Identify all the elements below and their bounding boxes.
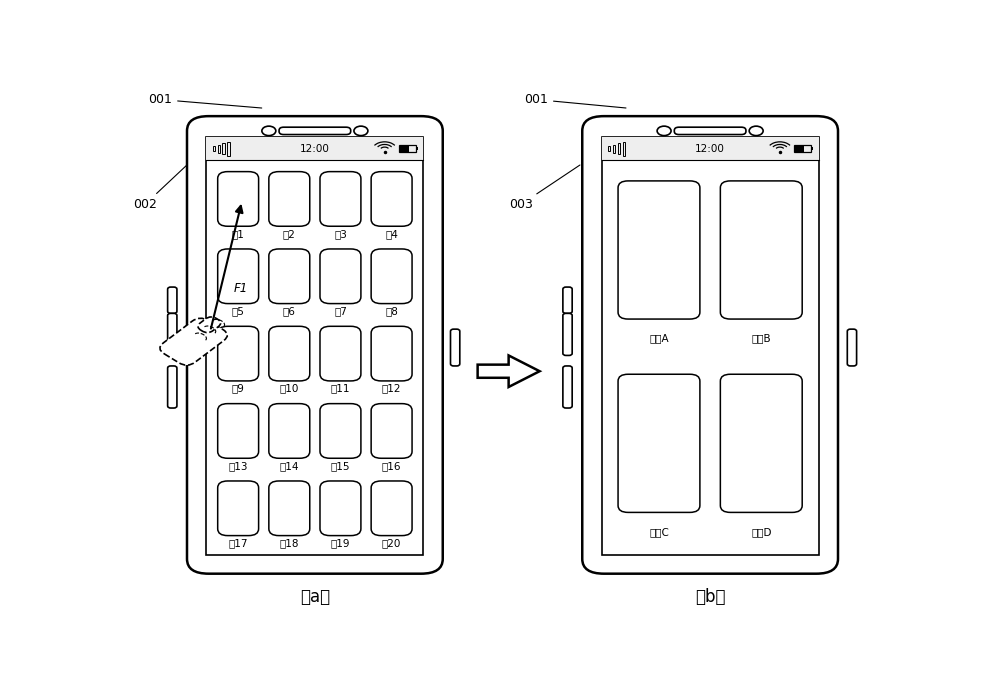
FancyBboxPatch shape — [218, 404, 259, 458]
Text: 应用A: 应用A — [649, 333, 669, 344]
FancyBboxPatch shape — [269, 249, 310, 303]
Text: 应8: 应8 — [385, 306, 398, 316]
Text: 应6: 应6 — [283, 306, 296, 316]
Bar — [222, 143, 225, 154]
Text: 12:00: 12:00 — [695, 143, 725, 154]
FancyBboxPatch shape — [269, 481, 310, 535]
Text: 应7: 应7 — [334, 306, 347, 316]
FancyBboxPatch shape — [320, 404, 361, 458]
Text: F1: F1 — [234, 282, 248, 295]
FancyBboxPatch shape — [674, 127, 746, 135]
Text: 应19: 应19 — [331, 538, 350, 548]
FancyBboxPatch shape — [320, 481, 361, 535]
Text: 应3: 应3 — [334, 229, 347, 239]
Text: 001: 001 — [148, 93, 262, 108]
FancyBboxPatch shape — [371, 249, 412, 303]
FancyBboxPatch shape — [168, 313, 177, 355]
FancyBboxPatch shape — [320, 326, 361, 381]
Polygon shape — [478, 355, 540, 387]
Text: 应9: 应9 — [232, 384, 245, 393]
FancyBboxPatch shape — [720, 374, 802, 512]
FancyBboxPatch shape — [371, 481, 412, 535]
Bar — [218, 145, 220, 153]
Text: 12:00: 12:00 — [300, 143, 330, 154]
Bar — [399, 145, 409, 152]
Text: 002: 002 — [133, 165, 187, 211]
Bar — [416, 147, 418, 150]
FancyBboxPatch shape — [847, 329, 857, 366]
FancyBboxPatch shape — [168, 366, 177, 408]
Bar — [206, 137, 423, 161]
Text: 应13: 应13 — [228, 461, 248, 471]
FancyBboxPatch shape — [371, 171, 412, 226]
FancyBboxPatch shape — [563, 287, 572, 313]
FancyBboxPatch shape — [168, 287, 177, 313]
FancyBboxPatch shape — [371, 326, 412, 381]
FancyBboxPatch shape — [160, 318, 227, 365]
FancyBboxPatch shape — [582, 116, 838, 574]
Text: 应20: 应20 — [382, 538, 401, 548]
Text: 应用D: 应用D — [751, 527, 772, 537]
Text: 应16: 应16 — [382, 461, 401, 471]
FancyBboxPatch shape — [218, 249, 259, 303]
FancyBboxPatch shape — [218, 326, 259, 381]
Bar — [227, 142, 230, 156]
Bar — [613, 145, 615, 153]
FancyBboxPatch shape — [198, 317, 221, 333]
Bar — [623, 142, 625, 156]
FancyBboxPatch shape — [320, 171, 361, 226]
FancyBboxPatch shape — [720, 181, 802, 319]
Text: 应2: 应2 — [283, 229, 296, 239]
Bar — [602, 137, 819, 161]
FancyBboxPatch shape — [187, 116, 443, 574]
Text: 应15: 应15 — [331, 461, 350, 471]
Text: 应1: 应1 — [232, 229, 245, 239]
Bar — [213, 146, 215, 152]
Text: 001: 001 — [524, 93, 626, 108]
FancyBboxPatch shape — [218, 481, 259, 535]
Text: （a）: （a） — [300, 588, 330, 607]
Bar — [206, 137, 423, 555]
FancyBboxPatch shape — [269, 171, 310, 226]
Text: 应10: 应10 — [280, 384, 299, 393]
Bar — [811, 147, 813, 150]
Text: 应14: 应14 — [280, 461, 299, 471]
Bar — [399, 145, 416, 152]
FancyBboxPatch shape — [618, 181, 700, 319]
Text: 003: 003 — [509, 165, 580, 211]
FancyBboxPatch shape — [563, 366, 572, 408]
Bar — [794, 145, 811, 152]
FancyBboxPatch shape — [279, 127, 351, 135]
Text: （b）: （b） — [695, 588, 725, 607]
Bar — [618, 143, 620, 154]
Bar — [608, 146, 610, 152]
Text: 应用C: 应用C — [649, 527, 669, 537]
FancyBboxPatch shape — [371, 404, 412, 458]
Text: 应用B: 应用B — [751, 333, 771, 344]
FancyBboxPatch shape — [450, 329, 460, 366]
FancyBboxPatch shape — [320, 249, 361, 303]
Text: 应5: 应5 — [232, 306, 245, 316]
Text: 应4: 应4 — [385, 229, 398, 239]
FancyBboxPatch shape — [269, 326, 310, 381]
Text: 应17: 应17 — [228, 538, 248, 548]
FancyBboxPatch shape — [218, 171, 259, 226]
FancyBboxPatch shape — [269, 404, 310, 458]
Bar — [602, 137, 819, 555]
FancyBboxPatch shape — [618, 374, 700, 512]
Bar — [795, 145, 804, 152]
Text: 应12: 应12 — [382, 384, 401, 393]
Text: 应18: 应18 — [280, 538, 299, 548]
FancyBboxPatch shape — [563, 313, 572, 355]
Text: 应11: 应11 — [331, 384, 350, 393]
